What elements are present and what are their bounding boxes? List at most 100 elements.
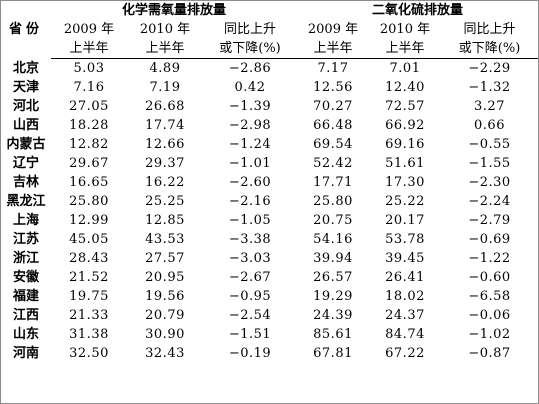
cod-2009-cell: 29.67 xyxy=(69,156,109,171)
cod-2010-header-line1: 2010 年 xyxy=(139,22,191,37)
table-row: 辽宁 29.67 29.37 −1.01 52.42 51.61 −1.55 xyxy=(1,154,538,173)
so2-change-cell: −0.55 xyxy=(468,137,511,152)
so2-change-cell: −1.02 xyxy=(468,327,511,342)
so2-change-cell: −6.58 xyxy=(468,289,511,304)
so2-2010-cell: 17.30 xyxy=(385,175,425,190)
table-row: 江苏 45.05 43.53 −3.38 54.16 53.78 −0.69 xyxy=(1,230,538,249)
province-cell: 北京 xyxy=(12,60,39,76)
so2-2009-cell: 20.75 xyxy=(313,213,353,228)
so2-change-cell: −1.55 xyxy=(468,156,511,171)
province-cell: 上海 xyxy=(12,213,39,228)
so2-change-header-line1: 同比上升 xyxy=(463,22,516,37)
cod-2010-cell: 12.85 xyxy=(145,213,185,228)
so2-2010-cell: 7.01 xyxy=(389,61,421,76)
province-cell: 福建 xyxy=(12,289,39,304)
cod-change-cell: −2.16 xyxy=(228,194,272,209)
cod-group-header: 化学需氧量排放量 xyxy=(121,3,226,18)
so2-2010-cell: 18.02 xyxy=(385,289,425,304)
so2-2010-cell: 20.17 xyxy=(385,213,425,228)
cod-2010-cell: 26.68 xyxy=(145,99,185,114)
so2-change-cell: −0.06 xyxy=(468,308,511,323)
so2-2009-cell: 24.39 xyxy=(313,308,353,323)
so2-change-cell: −2.24 xyxy=(468,194,511,209)
cod-2009-cell: 18.28 xyxy=(69,118,109,133)
cod-change-cell: −3.03 xyxy=(228,251,272,266)
so2-2009-cell: 69.54 xyxy=(313,137,353,152)
so2-2009-cell: 70.27 xyxy=(313,99,353,114)
cod-change-cell: −2.86 xyxy=(228,61,272,76)
so2-change-cell: 0.66 xyxy=(474,118,505,133)
so2-2010-header-line1: 2010 年 xyxy=(379,22,431,37)
so2-change-header-line2: 或下降(%) xyxy=(441,39,539,59)
cod-change-cell: −1.05 xyxy=(228,213,272,228)
table-row: 河北 27.05 26.68 −1.39 70.27 72.57 3.27 xyxy=(1,97,538,116)
cod-2010-cell: 25.25 xyxy=(145,194,185,209)
province-cell: 黑龙江 xyxy=(6,194,46,209)
header-sub-row-1: 2009 年 2010 年 同比上升 2009 年 2010 年 同比上升 xyxy=(1,20,538,39)
cod-change-cell: −0.19 xyxy=(228,346,272,361)
table-row: 北京 5.03 4.89 −2.86 7.17 7.01 −2.29 xyxy=(1,59,538,79)
table-row: 吉林 16.65 16.22 −2.60 17.71 17.30 −2.30 xyxy=(1,173,538,192)
cod-2009-cell: 12.99 xyxy=(69,213,109,228)
so2-2010-cell: 26.41 xyxy=(385,270,425,285)
cod-2009-header-line1: 2009 年 xyxy=(63,22,115,37)
cod-change-cell: −1.24 xyxy=(228,137,272,152)
province-cell: 山西 xyxy=(12,118,39,133)
cod-2010-cell: 30.90 xyxy=(145,327,185,342)
so2-2010-cell: 25.22 xyxy=(385,194,425,209)
cod-2010-cell: 7.19 xyxy=(149,80,181,95)
province-cell: 内蒙古 xyxy=(6,137,46,152)
table-row: 山东 31.38 30.90 −1.51 85.61 84.74 −1.02 xyxy=(1,325,538,344)
province-cell: 江苏 xyxy=(12,232,39,247)
cod-2009-cell: 25.80 xyxy=(69,194,109,209)
so2-2009-header-line2: 上半年 xyxy=(297,39,369,59)
so2-2010-cell: 24.37 xyxy=(385,308,425,323)
table-row: 黑龙江 25.80 25.25 −2.16 25.80 25.22 −2.24 xyxy=(1,192,538,211)
so2-2009-cell: 26.57 xyxy=(313,270,353,285)
cod-change-cell: −0.95 xyxy=(228,289,272,304)
emissions-table: 省份 化学需氧量排放量 二氧化硫排放量 2009 年 2010 年 同比上升 2… xyxy=(1,1,539,363)
cod-2010-cell: 29.37 xyxy=(145,156,185,171)
cod-2009-header-line2: 上半年 xyxy=(51,39,127,59)
cod-2009-cell: 45.05 xyxy=(69,232,109,247)
so2-2009-cell: 19.29 xyxy=(313,289,353,304)
so2-2009-cell: 17.71 xyxy=(313,175,353,190)
so2-2009-cell: 25.80 xyxy=(313,194,353,209)
so2-2009-cell: 7.17 xyxy=(317,61,349,76)
table-row: 河南 32.50 32.43 −0.19 67.81 67.22 −0.87 xyxy=(1,344,538,363)
so2-2010-cell: 72.57 xyxy=(385,99,425,114)
province-cell: 安徽 xyxy=(12,270,39,285)
cod-change-cell: −1.51 xyxy=(228,327,272,342)
cod-2010-cell: 17.74 xyxy=(145,118,185,133)
so2-2010-cell: 69.16 xyxy=(385,137,425,152)
cod-2010-cell: 12.66 xyxy=(145,137,185,152)
so2-2010-cell: 84.74 xyxy=(385,327,425,342)
cod-2009-cell: 7.16 xyxy=(73,80,105,95)
so2-2009-header-line1: 2009 年 xyxy=(307,22,359,37)
so2-change-cell: −0.69 xyxy=(468,232,511,247)
so2-2009-cell: 12.56 xyxy=(313,80,353,95)
cod-change-header-line1: 同比上升 xyxy=(223,22,276,37)
province-cell: 吉林 xyxy=(12,175,39,190)
cod-2010-cell: 19.56 xyxy=(145,289,185,304)
so2-2010-cell: 67.22 xyxy=(385,346,425,361)
cod-change-cell: 0.42 xyxy=(234,80,266,95)
cod-2009-cell: 19.75 xyxy=(69,289,109,304)
cod-change-cell: −1.39 xyxy=(228,99,272,114)
province-header: 省份 xyxy=(8,22,43,38)
so2-2010-cell: 51.61 xyxy=(385,156,425,171)
table-row: 内蒙古 12.82 12.66 −1.24 69.54 69.16 −0.55 xyxy=(1,135,538,154)
cod-2010-cell: 16.22 xyxy=(145,175,185,190)
header-group-row: 省份 化学需氧量排放量 二氧化硫排放量 xyxy=(1,1,538,37)
cod-2010-cell: 4.89 xyxy=(149,61,181,76)
cod-2009-cell: 12.82 xyxy=(69,137,109,152)
so2-2009-cell: 52.42 xyxy=(313,156,353,171)
province-cell: 浙江 xyxy=(12,251,39,266)
header-sub-row-2: 上半年 上半年 或下降(%) 上半年 上半年 或下降(%) xyxy=(1,39,539,59)
so2-change-cell: −2.30 xyxy=(468,175,511,190)
cod-2009-cell: 27.05 xyxy=(69,99,109,114)
province-cell: 山东 xyxy=(12,327,39,342)
table-row: 山西 18.28 17.74 −2.98 66.48 66.92 0.66 xyxy=(1,116,538,135)
province-cell: 辽宁 xyxy=(12,156,39,171)
